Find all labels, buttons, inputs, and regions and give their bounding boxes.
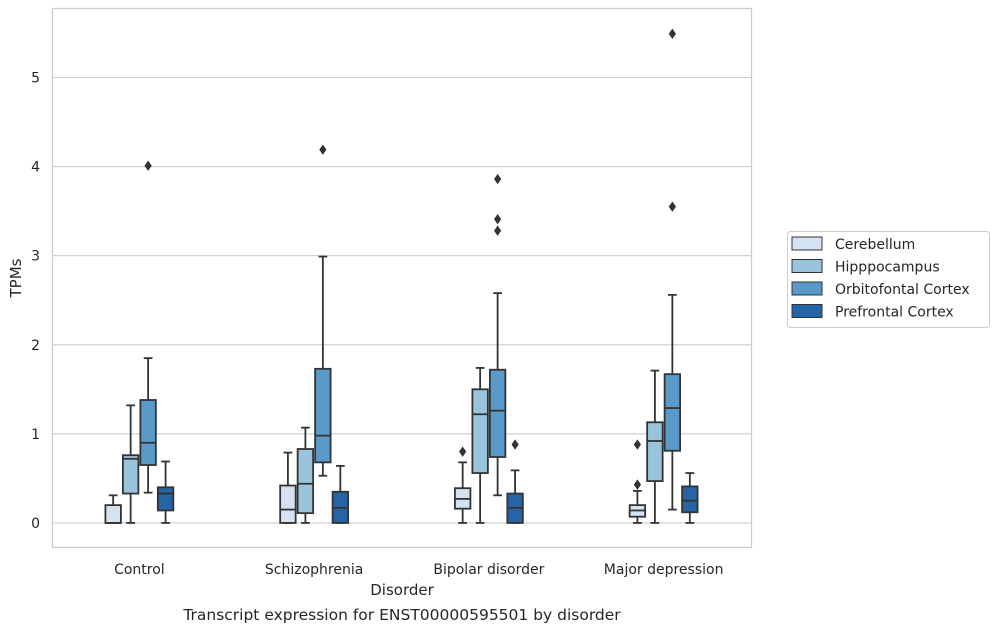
box (139, 399, 157, 466)
grid-lines (52, 76, 751, 524)
legend-swatch (791, 259, 823, 273)
outlier-point (511, 439, 519, 450)
x-tick-label: Control (114, 562, 165, 578)
x-tick-label: Bipolar disorder (433, 562, 544, 578)
box (488, 368, 507, 458)
box-plot (454, 446, 472, 524)
y-tick-label: 3 (31, 249, 40, 265)
outlier-point (633, 439, 642, 450)
box (104, 504, 122, 524)
plot-area-frame (51, 7, 753, 549)
legend-swatch (791, 236, 823, 251)
x-axis-label: Disorder (370, 581, 434, 599)
outlier-point (494, 213, 502, 225)
box (156, 486, 175, 512)
y-axis-label: TPMs (7, 258, 25, 298)
box (681, 485, 699, 514)
box-plot (471, 367, 489, 524)
outlier-point (668, 28, 676, 40)
box (663, 373, 682, 452)
outlier-point (459, 446, 467, 457)
box (646, 421, 664, 482)
box (122, 454, 140, 495)
legend-swatch (791, 304, 823, 318)
outlier-point (633, 479, 642, 490)
legend: Cerebellum Hipppocampus Orbitofontal Corte… (787, 231, 990, 328)
box-plot (681, 472, 699, 524)
outlier-point (319, 144, 327, 155)
box (314, 367, 332, 464)
legend-swatch (791, 281, 823, 296)
y-tick-labels: 0 1 2 3 4 5 (31, 70, 40, 531)
x-tick-labels: Control Schizophrenia Bipolar disorder Majo… (114, 562, 723, 578)
y-tick-label: 2 (31, 338, 40, 354)
outlier-point (144, 160, 152, 171)
box-plot (139, 160, 157, 494)
y-tick-label: 1 (31, 427, 40, 443)
legend-frame (787, 231, 990, 328)
box-plot (122, 404, 140, 524)
box (279, 484, 297, 524)
legend-label: Orbitofontal Cortex (835, 282, 970, 298)
y-tick-label: 4 (31, 160, 40, 176)
legend-label: Prefrontal Cortex (835, 305, 954, 321)
box-plot (296, 426, 315, 524)
box-plot (628, 439, 647, 524)
figure-caption: Transcript expression for ENST0000059550… (183, 606, 621, 624)
box-plot (331, 465, 349, 524)
legend-label: Hipppocampus (835, 260, 940, 276)
outlier-point (494, 225, 502, 236)
box-plot (104, 494, 122, 524)
box (471, 388, 489, 474)
x-tick-label: Schizophrenia (265, 562, 363, 578)
outlier-point (494, 173, 502, 185)
box-plot (279, 451, 297, 524)
box-plot (314, 144, 332, 477)
box-plot (488, 173, 507, 497)
box-plot (156, 460, 175, 524)
box-plot (506, 439, 524, 524)
y-tick-label: 5 (31, 70, 40, 86)
y-tick-label: 0 (31, 516, 40, 532)
legend-label: Cerebellum (835, 237, 915, 253)
x-tick-label: Major depression (604, 562, 724, 578)
box-plot (646, 369, 664, 524)
outlier-point (668, 201, 676, 212)
box-plot (663, 28, 682, 511)
box-plots (104, 28, 699, 524)
box (296, 448, 315, 515)
